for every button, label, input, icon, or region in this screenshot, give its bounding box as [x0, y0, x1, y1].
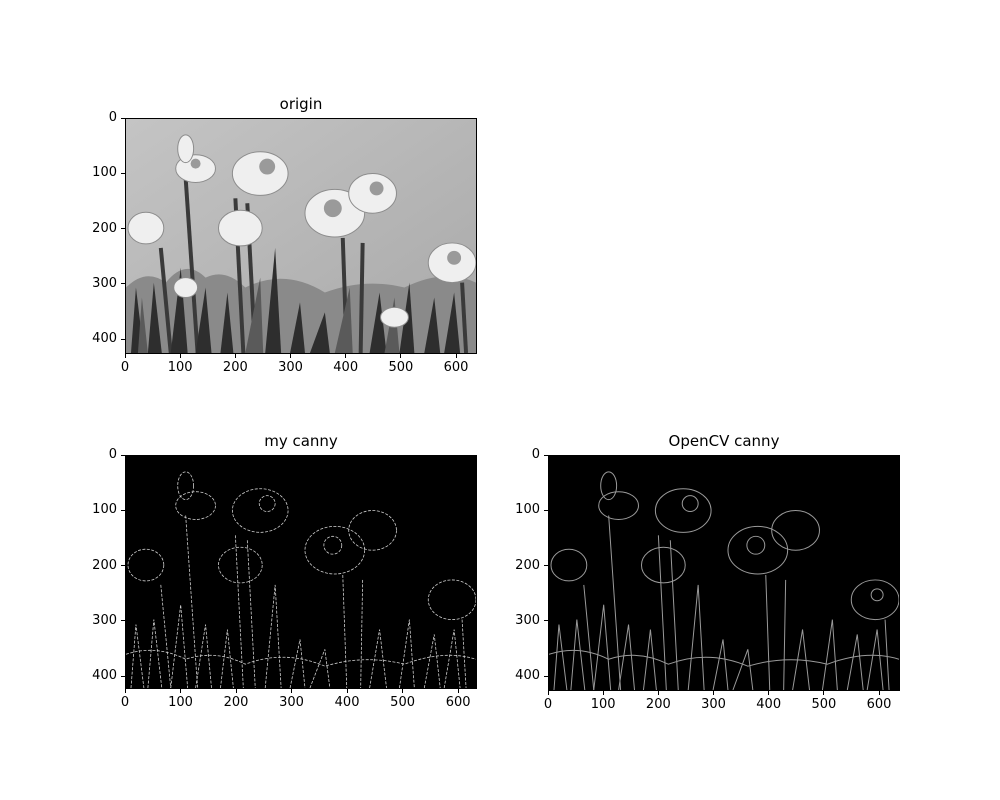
y-tick	[121, 338, 125, 340]
x-tick	[291, 689, 293, 693]
x-tick	[713, 691, 715, 695]
chart-title-opencv-canny: OpenCV canny	[668, 432, 780, 450]
image-opencv-canny	[548, 455, 900, 691]
x-tick-label: 600	[445, 695, 471, 710]
image-my-canny	[125, 455, 477, 689]
x-tick	[124, 354, 126, 358]
y-tick	[121, 509, 125, 511]
x-tick-label: 400	[334, 695, 360, 710]
y-tick	[544, 675, 548, 677]
x-tick	[290, 354, 292, 358]
grayscale-flower-image	[126, 119, 476, 353]
x-tick-label: 500	[388, 360, 414, 375]
y-tick-label: 0	[108, 110, 117, 125]
y-tick	[121, 172, 125, 174]
x-tick-label: 300	[278, 360, 303, 375]
x-tick	[768, 691, 770, 695]
x-tick-label: 200	[645, 697, 671, 712]
x-tick-label: 100	[590, 697, 616, 712]
x-tick-label: 100	[168, 695, 193, 710]
x-tick	[823, 691, 825, 695]
x-tick	[180, 689, 182, 693]
y-tick	[121, 454, 125, 456]
x-tick	[455, 354, 457, 358]
y-tick	[121, 620, 125, 622]
x-tick	[124, 689, 126, 693]
x-tick	[602, 691, 604, 695]
y-tick-label: 400	[92, 668, 117, 684]
x-tick	[878, 691, 880, 695]
x-tick-label: 600	[443, 360, 469, 375]
x-tick-label: 300	[279, 695, 304, 710]
x-tick-label: 500	[390, 695, 416, 710]
chart-title-my-canny: my canny	[264, 432, 338, 450]
y-tick-label: 300	[92, 612, 117, 628]
y-tick	[544, 509, 548, 511]
y-tick	[121, 228, 125, 230]
x-tick-label: 0	[543, 697, 553, 712]
y-tick	[121, 283, 125, 285]
y-tick-label: 400	[92, 331, 117, 347]
x-tick-label: 400	[333, 360, 359, 375]
x-tick-label: 300	[701, 697, 726, 712]
x-tick	[346, 689, 348, 693]
x-tick	[345, 354, 347, 358]
y-tick-label: 100	[92, 502, 117, 518]
edge-map-my-canny	[126, 456, 476, 688]
x-tick-label: 400	[756, 697, 782, 712]
y-tick-label: 0	[531, 447, 540, 462]
x-tick	[179, 354, 181, 358]
x-tick-label: 200	[223, 695, 249, 710]
x-tick-label: 0	[120, 695, 130, 710]
y-tick	[121, 117, 125, 119]
x-tick	[402, 689, 404, 693]
y-tick	[544, 454, 548, 456]
y-tick-label: 300	[92, 275, 117, 291]
x-tick-label: 600	[866, 697, 892, 712]
x-tick	[234, 354, 236, 358]
y-tick-label: 200	[515, 557, 540, 573]
y-tick-label: 200	[92, 220, 117, 236]
y-tick-label: 0	[108, 447, 117, 462]
y-tick	[544, 565, 548, 567]
y-tick-label: 100	[92, 165, 117, 181]
x-tick-label: 500	[811, 697, 837, 712]
x-tick-label: 200	[222, 360, 248, 375]
edge-map-opencv-canny	[549, 456, 899, 690]
y-tick-label: 300	[515, 612, 540, 628]
x-tick	[235, 689, 237, 693]
y-tick-label: 200	[92, 557, 117, 573]
y-tick	[121, 675, 125, 677]
x-tick	[400, 354, 402, 358]
y-tick	[544, 620, 548, 622]
x-tick	[657, 691, 659, 695]
chart-title-origin: origin	[279, 95, 323, 113]
y-tick-label: 400	[515, 668, 540, 684]
image-origin	[125, 118, 477, 354]
x-tick-label: 100	[167, 360, 193, 375]
y-tick	[121, 565, 125, 567]
y-tick-label: 100	[515, 502, 540, 518]
x-tick-label: 0	[120, 360, 130, 375]
x-tick	[457, 689, 459, 693]
x-tick	[547, 691, 549, 695]
